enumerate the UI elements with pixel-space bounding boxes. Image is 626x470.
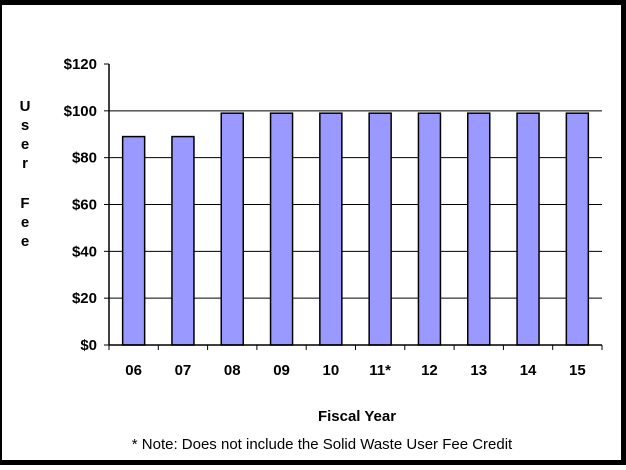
x-tick-label: 11*: [369, 362, 391, 379]
y-tick-label: $20: [72, 290, 97, 307]
y-tick-label: $0: [80, 337, 97, 354]
bar-06: [121, 135, 146, 346]
y-axis-label-letter: s: [21, 117, 29, 134]
footnote: * Note: Does not include the Solid Waste…: [132, 436, 513, 453]
axes: [104, 63, 603, 350]
x-axis-label: Fiscal Year: [318, 408, 396, 425]
y-axis-label-letter: e: [21, 214, 29, 231]
x-tick-label: 13: [470, 362, 487, 379]
y-axis-label-letter: e: [21, 136, 29, 153]
x-tick-label: 12: [421, 362, 438, 379]
x-tick-label: 14: [520, 362, 537, 379]
bar-08: [220, 112, 244, 346]
x-tick-label: 09: [273, 362, 290, 379]
bar-11*: [368, 112, 392, 346]
x-tick-label: 06: [125, 362, 142, 379]
y-axis-label-letter: F: [20, 195, 29, 212]
bar-15: [565, 112, 590, 346]
bar-09: [269, 112, 294, 346]
y-axis-label-letter: U: [20, 98, 31, 115]
y-axis-label-letter: r: [22, 155, 28, 172]
y-tick-label: $40: [72, 243, 97, 260]
fee-bar-chart: $0 $20 $40 $60 $80 $100 $120 06 07 08 09 10 11* 12 13…: [20, 56, 603, 453]
x-tick-label: 10: [323, 362, 340, 379]
bars: [121, 112, 590, 346]
y-tick-labels: $0 $20 $40 $60 $80 $100 $120: [64, 56, 97, 354]
x-tick-label: 08: [224, 362, 241, 379]
bar-12: [417, 112, 442, 346]
y-tick-label: $120: [64, 56, 97, 73]
y-axis-label-letter: e: [21, 233, 29, 250]
bar-13: [467, 112, 491, 346]
bar-10: [319, 112, 343, 346]
y-tick-label: $80: [72, 150, 97, 167]
bar-07: [171, 135, 195, 346]
x-tick-label: 07: [175, 362, 192, 379]
y-tick-label: $100: [64, 103, 97, 120]
x-tick-label: 15: [569, 362, 586, 379]
bar-14: [516, 112, 540, 346]
x-tick-labels: 06 07 08 09 10 11* 12 13 14 15: [125, 362, 585, 379]
y-tick-label: $60: [72, 197, 97, 214]
